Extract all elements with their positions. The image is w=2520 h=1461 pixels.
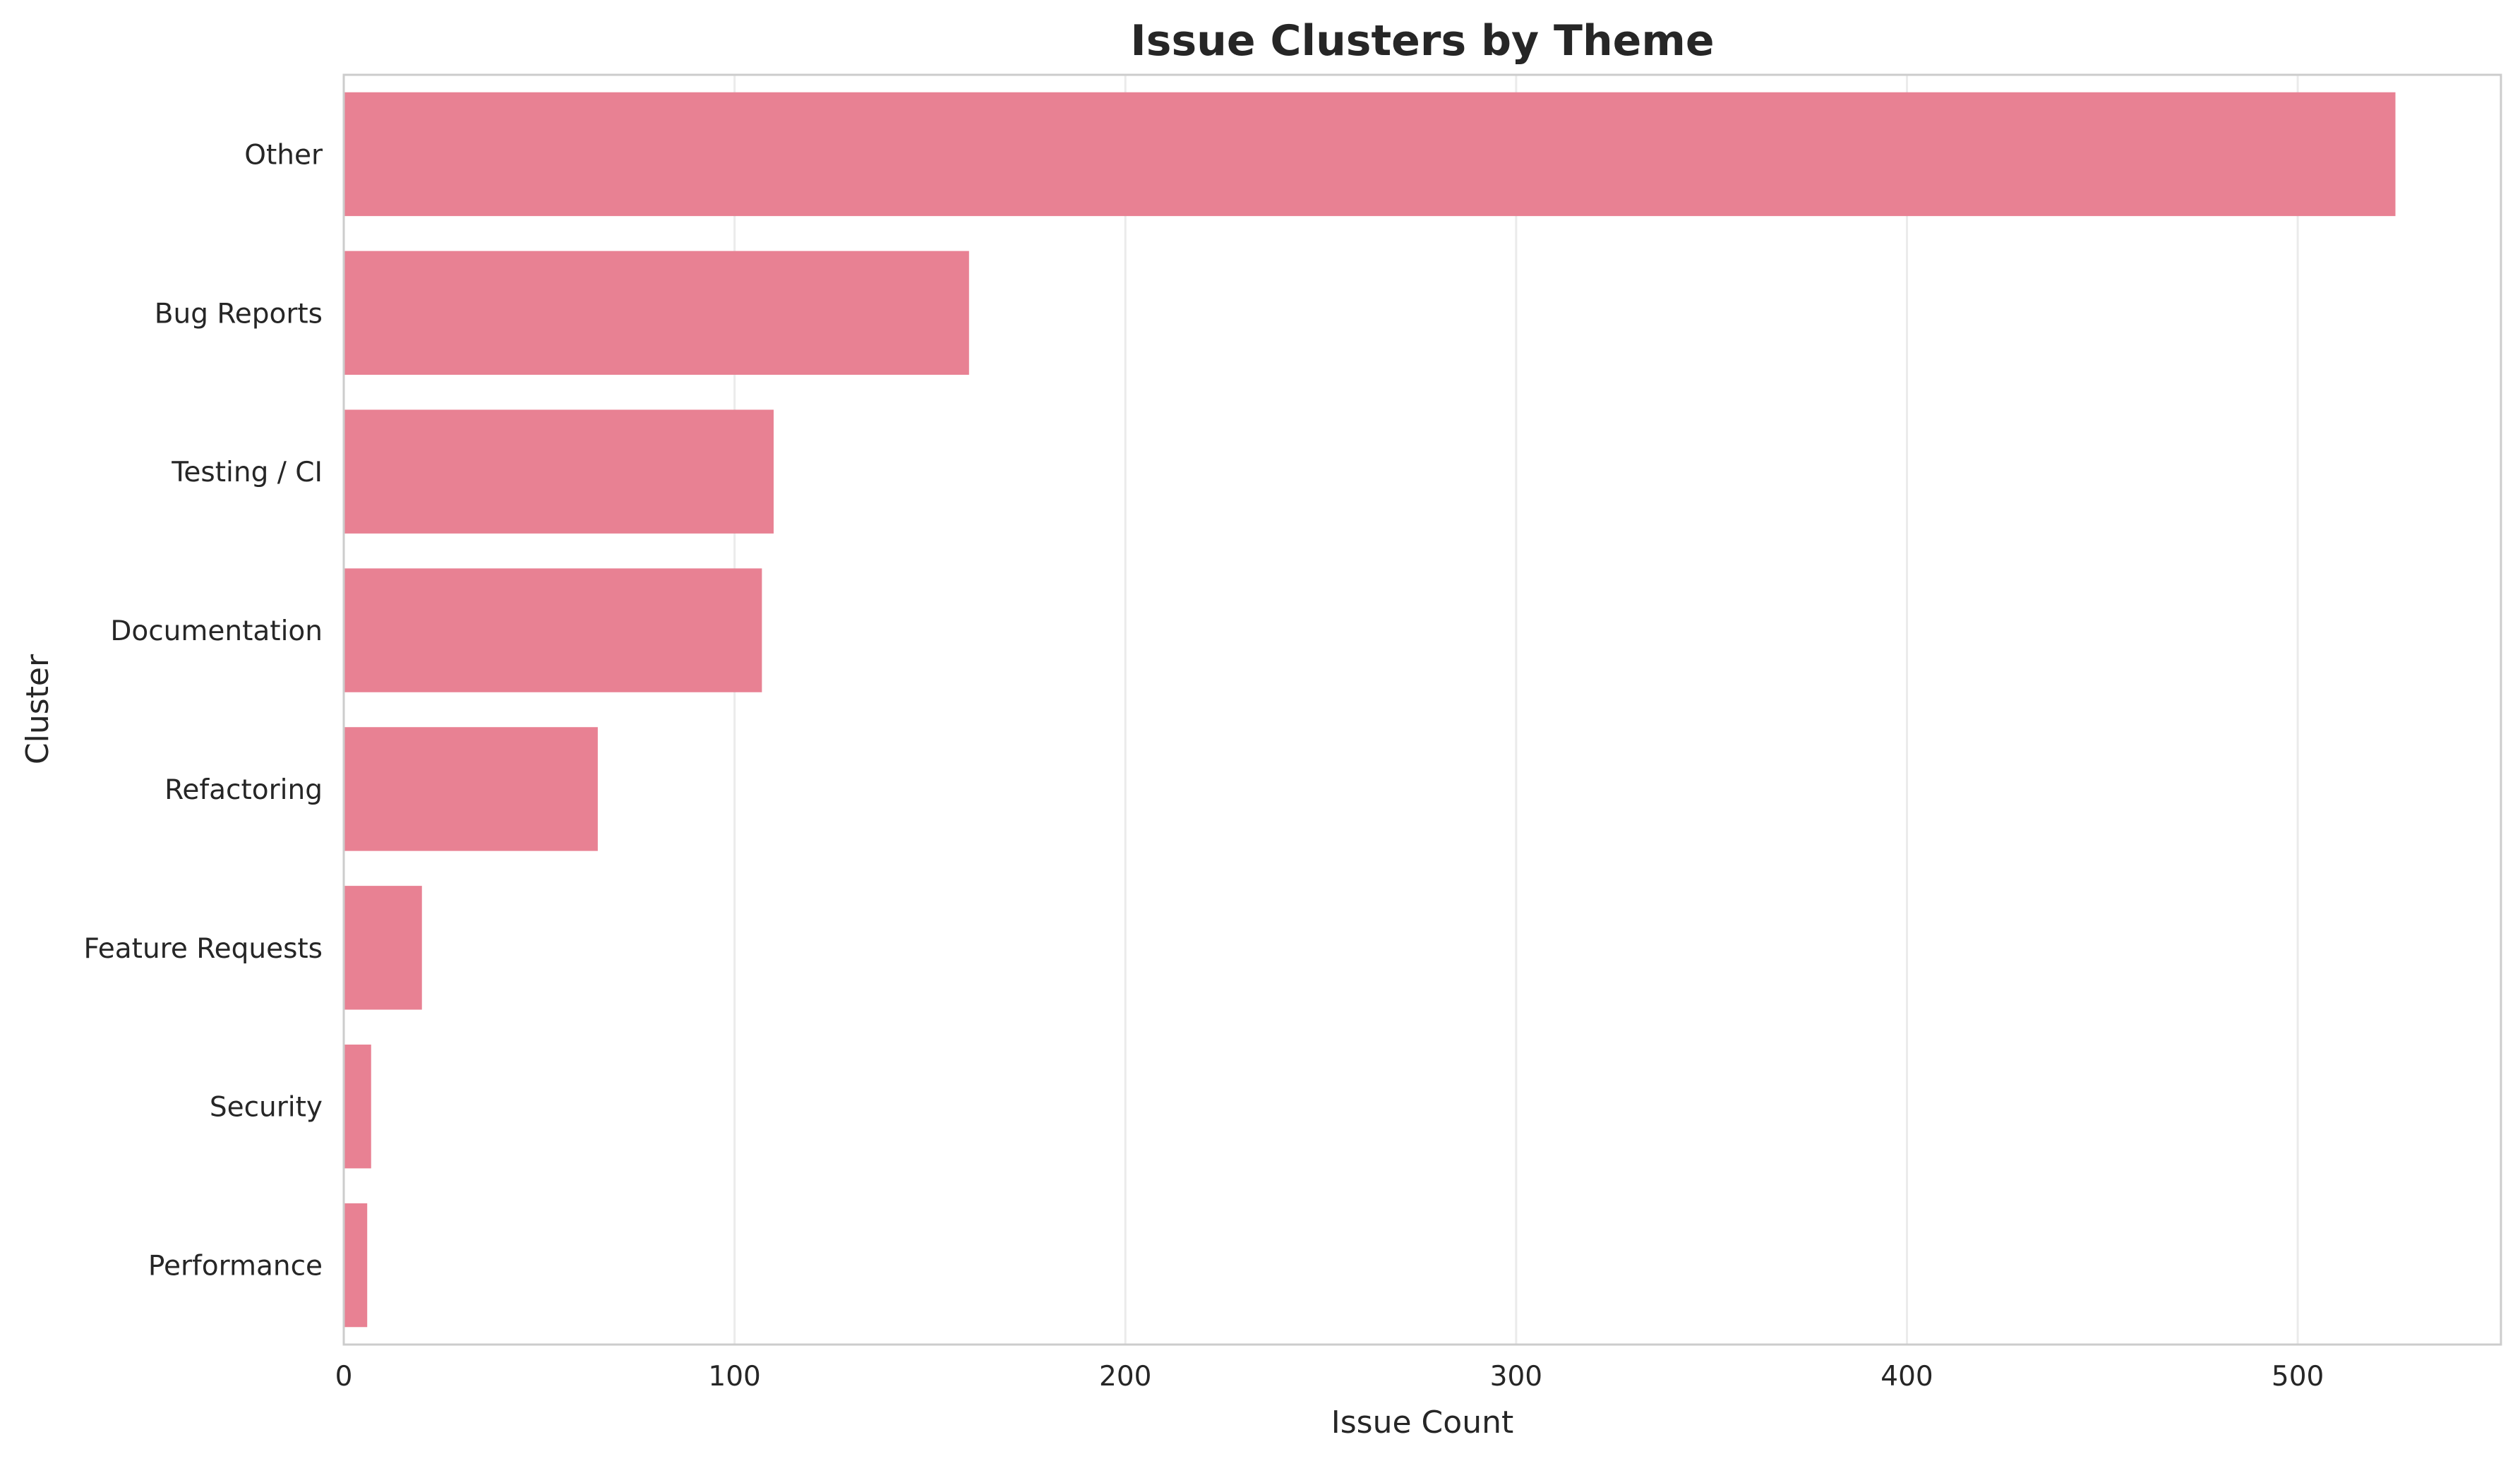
bar-other [344,92,2396,217]
chart-title: Issue Clusters by Theme [1130,16,1714,66]
bar-feature-requests [344,886,422,1010]
y-tick-label: Bug Reports [155,298,323,330]
bar-refactoring [344,727,598,851]
x-tick-label: 300 [1490,1361,1542,1393]
y-axis-label: Cluster [20,654,56,764]
y-tick-label: Security [210,1092,323,1124]
y-axis-ticks: Other Bug Reports Testing / CI Documentatio… [83,139,323,1282]
bar-testing-ci [344,409,774,534]
plot-frame [342,73,2502,1346]
bar-security [344,1044,371,1169]
y-tick-label: Refactoring [164,774,323,806]
x-tick-label: 400 [1880,1361,1933,1393]
bar-documentation [344,568,762,692]
x-tick-label: 500 [2272,1361,2324,1393]
y-tick-label: Testing / CI [171,457,323,488]
x-tick-label: 100 [708,1361,760,1393]
bar-performance [344,1203,368,1328]
y-tick-label: Other [244,139,323,171]
y-tick-label: Performance [148,1251,323,1282]
x-axis-label: Issue Count [1331,1405,1513,1441]
x-tick-label: 200 [1099,1361,1151,1393]
x-axis-ticks: 0 100 200 300 400 500 [335,1361,2324,1393]
y-tick-label: Documentation [110,615,323,647]
bars [344,92,2396,1328]
y-tick-label: Feature Requests [83,933,323,965]
x-tick-label: 0 [335,1361,353,1393]
bar-bug-reports [344,251,969,375]
